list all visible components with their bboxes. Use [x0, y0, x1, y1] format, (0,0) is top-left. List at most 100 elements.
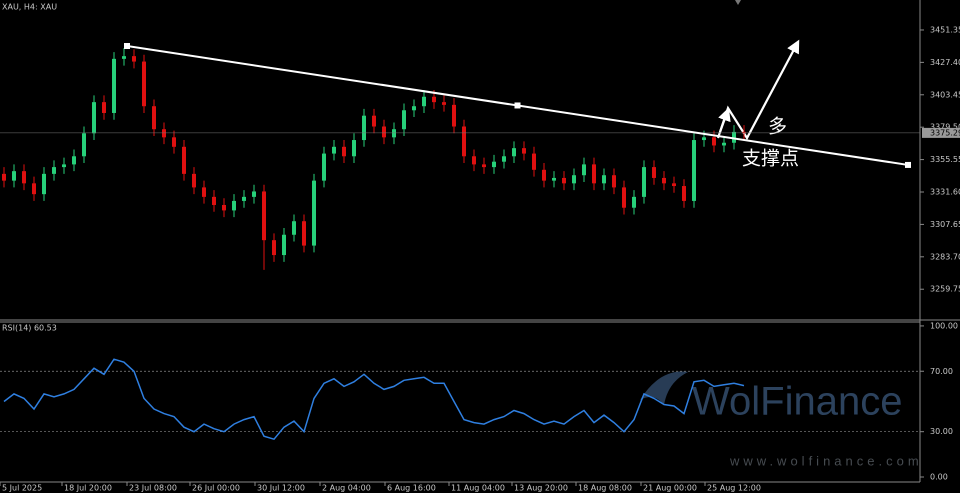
candle-body	[312, 180, 316, 246]
candle-body	[432, 96, 436, 103]
watermark: WolFinance www.wolfinance.com	[640, 371, 923, 468]
candle-body	[602, 175, 606, 184]
candle-body	[302, 221, 306, 246]
candle-body	[352, 140, 356, 157]
candle-body	[332, 146, 336, 154]
candle-body	[542, 169, 546, 181]
current-price-label: 3375.29	[930, 128, 960, 137]
candle-body	[682, 186, 686, 201]
candle-body	[32, 183, 36, 195]
rsi-title: RSI(14) 60.53	[2, 324, 57, 333]
x-tick-label: 11 Aug 04:00	[451, 484, 505, 493]
candle-body	[112, 58, 116, 113]
candle-body	[502, 156, 506, 162]
candle-body	[82, 133, 86, 157]
candle-body	[242, 196, 246, 201]
candle-body	[592, 164, 596, 184]
candle-body	[452, 104, 456, 127]
candle-body	[272, 240, 276, 256]
candle-body	[412, 106, 416, 111]
candle-body	[622, 187, 626, 208]
candle-body	[212, 196, 216, 205]
x-tick-label: 2 Aug 04:00	[322, 484, 371, 493]
candle-body	[742, 131, 746, 133]
candle-body	[572, 175, 576, 184]
candle-body	[612, 175, 616, 188]
shift-marker	[735, 0, 741, 5]
y-tick-label: 3307.65	[930, 220, 960, 229]
y-tick-label: 3283.70	[930, 252, 960, 261]
watermark-logo	[640, 371, 688, 405]
candle-body	[362, 115, 366, 141]
candle-body	[192, 173, 196, 188]
candle-body	[512, 148, 516, 157]
trendline-anchor	[124, 43, 130, 50]
y-tick-label: 3403.45	[930, 90, 960, 99]
arrow	[718, 107, 731, 133]
x-tick-label: 18 Aug 08:00	[578, 484, 632, 493]
watermark-url: www.wolfinance.com	[729, 453, 923, 468]
candle-body	[292, 221, 296, 235]
candle-body	[262, 191, 266, 241]
candle-body	[652, 167, 656, 178]
candle-body	[692, 140, 696, 201]
candle-body	[372, 115, 376, 127]
candle-body	[472, 156, 476, 165]
y-tick-label: 70.00	[930, 367, 953, 376]
candle-body	[2, 173, 6, 181]
y-tick-label: 100.00	[930, 321, 958, 330]
annotation: 多	[768, 116, 787, 138]
x-tick-label: 30 Jul 12:00	[257, 484, 305, 493]
candle-body	[42, 173, 46, 195]
candle-body	[342, 146, 346, 157]
trendline-anchor	[905, 161, 911, 168]
y-tick-label: 3259.75	[930, 285, 960, 294]
y-tick-label: 3427.40	[930, 58, 960, 67]
candle-body	[12, 171, 16, 181]
y-tick-label: 3355.55	[930, 155, 960, 164]
candle-body	[202, 187, 206, 197]
chart-header: XAU, H4: XAU	[2, 3, 57, 12]
candle-body	[232, 200, 236, 211]
candle-body	[102, 102, 106, 113]
y-tick-label: 30.00	[930, 427, 953, 436]
x-tick-label: 13 Aug 20:00	[514, 484, 568, 493]
y-tick-label: 3379.50	[930, 123, 960, 132]
x-tick-label: 5 Jul 2025	[2, 484, 42, 493]
watermark-brand: WolFinance	[692, 380, 902, 424]
x-tick-label: 25 Aug 12:00	[707, 484, 761, 493]
candle-body	[22, 171, 26, 184]
candle-body	[152, 106, 156, 130]
candle-body	[182, 146, 186, 174]
x-tick-label: 6 Aug 16:00	[387, 484, 436, 493]
candle-body	[222, 204, 226, 211]
candle-body	[72, 156, 76, 165]
rsi-line	[3, 358, 745, 441]
candle-body	[422, 96, 426, 107]
trendline-anchor	[514, 102, 521, 109]
candle-body	[552, 177, 556, 181]
candle-body	[382, 126, 386, 138]
candle-body	[582, 164, 586, 176]
candle-body	[562, 177, 566, 184]
y-tick-label: 0.00	[930, 473, 948, 482]
candle-body	[492, 161, 496, 168]
candle-body	[142, 61, 146, 107]
candle-body	[482, 164, 486, 168]
x-tick-label: 21 Aug 00:00	[643, 484, 697, 493]
candle-body	[522, 148, 526, 154]
candle-body	[732, 131, 736, 143]
candle-body	[172, 137, 176, 147]
candle-body	[722, 142, 726, 146]
candle-body	[252, 191, 256, 197]
candle-body	[402, 110, 406, 130]
candle-body	[712, 137, 716, 146]
candle-body	[122, 56, 126, 59]
y-tick-label: 3331.60	[930, 188, 960, 197]
y-tick-label: 3451.35	[930, 25, 960, 34]
annotation: 支撑点	[742, 148, 799, 170]
candle-body	[702, 137, 706, 141]
x-tick-label: 18 Jul 20:00	[64, 484, 112, 493]
